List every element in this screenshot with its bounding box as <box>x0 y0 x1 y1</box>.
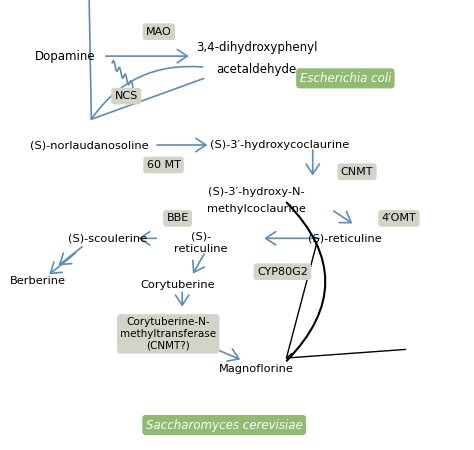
Text: 3,4-dihydroxyphenyl: 3,4-dihydroxyphenyl <box>196 40 318 54</box>
Text: Corytuberine: Corytuberine <box>140 280 215 290</box>
Text: CNMT: CNMT <box>341 166 373 177</box>
Text: (S)-3′-hydroxy-N-: (S)-3′-hydroxy-N- <box>209 187 305 197</box>
Text: Escherichia coli: Escherichia coli <box>300 72 391 85</box>
Text: acetaldehyde: acetaldehyde <box>217 63 297 76</box>
Text: NCS: NCS <box>115 91 138 101</box>
Text: Dopamine: Dopamine <box>36 50 96 63</box>
Text: MAO: MAO <box>146 27 172 36</box>
Text: (S)-norlaudanosoline: (S)-norlaudanosoline <box>30 140 148 150</box>
Text: Corytuberine-N-
methyltransferase
(CNMT?): Corytuberine-N- methyltransferase (CNMT?… <box>120 317 216 351</box>
Text: CYP80G2: CYP80G2 <box>257 267 308 277</box>
Text: methylcoclaurine: methylcoclaurine <box>207 204 306 215</box>
Text: 60 MT: 60 MT <box>146 160 181 170</box>
Text: Berberine: Berberine <box>9 275 66 286</box>
Text: BBE: BBE <box>166 213 189 223</box>
Text: (S)-: (S)- <box>191 231 211 241</box>
Text: Magnoflorine: Magnoflorine <box>219 364 294 374</box>
Text: (S)-3′-hydroxycoclaurine: (S)-3′-hydroxycoclaurine <box>210 140 350 150</box>
Text: Saccharomyces cerevisiae: Saccharomyces cerevisiae <box>146 418 302 432</box>
Text: 4′OMT: 4′OMT <box>382 213 416 223</box>
Text: reticuline: reticuline <box>174 244 228 254</box>
Text: (S)-reticuline: (S)-reticuline <box>309 234 382 243</box>
Text: (S)-scoulerine: (S)-scoulerine <box>68 234 147 243</box>
